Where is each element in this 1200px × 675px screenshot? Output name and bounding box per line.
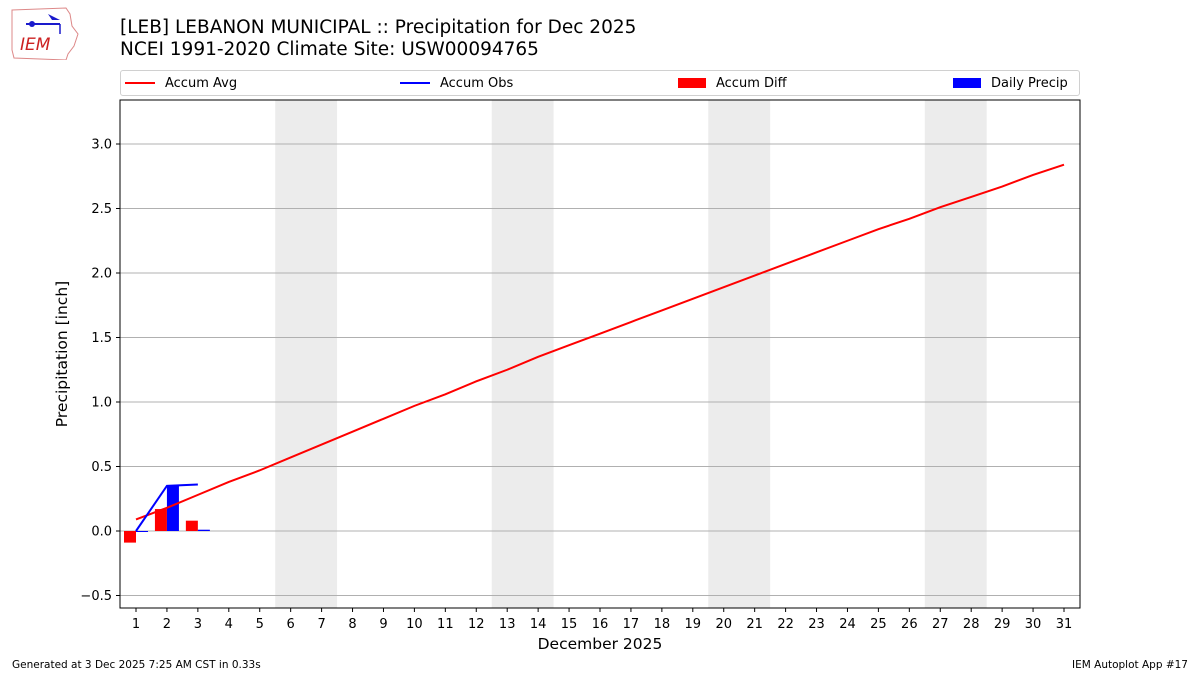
x-tick-label: 14 — [530, 617, 547, 632]
y-tick-label: 0.0 — [91, 525, 112, 540]
iem-logo: IEM — [8, 6, 80, 61]
accum-diff-bar — [154, 509, 167, 531]
legend-item-accum-diff: Accum Diff — [678, 71, 787, 95]
daily-precip-bar — [136, 531, 148, 532]
blue-line-swatch-icon — [400, 82, 430, 84]
red-line-swatch-icon — [125, 82, 155, 84]
chart-title: [LEB] LEBANON MUNICIPAL :: Precipitation… — [120, 17, 636, 61]
x-tick-label: 17 — [623, 617, 640, 632]
x-tick-label: 9 — [379, 617, 387, 632]
accum-obs-line — [135, 483, 198, 532]
x-tick-label: 25 — [870, 617, 887, 632]
blue-box-swatch-icon — [953, 78, 981, 88]
y-tick-label: 1.0 — [91, 396, 112, 411]
x-tick-label: 26 — [901, 617, 918, 632]
x-tick-label: 21 — [746, 617, 763, 632]
y-axis-label: Precipitation [inch] — [53, 281, 71, 427]
y-tick-label: 3.0 — [91, 138, 112, 153]
weekend-shade — [924, 100, 987, 608]
x-tick-label: 15 — [561, 617, 578, 632]
x-tick-label: 27 — [932, 617, 949, 632]
x-tick-label: 5 — [256, 617, 264, 632]
x-tick-label: 24 — [839, 617, 856, 632]
legend-item-daily-precip: Daily Precip — [953, 71, 1068, 95]
x-tick-label: 4 — [225, 617, 233, 632]
y-tick-label: 1.5 — [91, 331, 112, 346]
axes-frame — [119, 99, 1081, 609]
y-tick-label: −0.5 — [80, 589, 112, 604]
y-tick-label: 0.5 — [91, 460, 112, 475]
x-tick-label: 8 — [348, 617, 356, 632]
x-tick-label: 11 — [437, 617, 454, 632]
accum-diff-bar — [124, 531, 136, 543]
x-tick-label: 7 — [317, 617, 325, 632]
chart-legend: Accum Avg Accum Obs Accum Diff Daily Pre… — [120, 70, 1080, 96]
x-tick-label: 2 — [163, 617, 171, 632]
red-box-swatch-icon — [678, 78, 706, 88]
x-tick-label: 10 — [406, 617, 423, 632]
x-tick-label: 23 — [808, 617, 825, 632]
title-line-1: [LEB] LEBANON MUNICIPAL :: Precipitation… — [120, 17, 637, 38]
x-tick-label: 1 — [132, 617, 140, 632]
accum-diff-bar — [185, 520, 198, 531]
svg-text:IEM: IEM — [20, 35, 51, 55]
x-tick-label: 29 — [994, 617, 1011, 632]
legend-item-accum-obs: Accum Obs — [400, 71, 513, 95]
x-tick-label: 28 — [963, 617, 980, 632]
legend-item-accum-avg: Accum Avg — [125, 71, 237, 95]
x-tick-label: 22 — [777, 617, 794, 632]
x-tick-label: 20 — [715, 617, 732, 632]
x-axis-label: December 2025 — [538, 635, 663, 653]
y-tick-label: 2.5 — [91, 202, 112, 217]
x-tick-label: 18 — [654, 617, 671, 632]
x-tick-label: 6 — [287, 617, 295, 632]
x-tick-label: 13 — [499, 617, 516, 632]
app-label: IEM Autoplot App #17 — [1072, 659, 1188, 671]
daily-precip-bar — [197, 529, 210, 531]
y-tick-label: 2.0 — [91, 267, 112, 282]
x-tick-label: 19 — [685, 617, 702, 632]
x-tick-label: 16 — [592, 617, 609, 632]
weekend-shade — [708, 100, 771, 608]
weekend-shade — [275, 100, 338, 608]
generated-timestamp: Generated at 3 Dec 2025 7:25 AM CST in 0… — [12, 659, 261, 671]
title-line-2: NCEI 1991-2020 Climate Site: USW00094765 — [120, 39, 539, 60]
x-tick-label: 31 — [1056, 617, 1073, 632]
x-tick-label: 30 — [1025, 617, 1042, 632]
x-tick-label: 12 — [468, 617, 485, 632]
x-tick-label: 3 — [194, 617, 202, 632]
daily-precip-bar — [166, 485, 179, 531]
accum-avg-line — [135, 163, 1065, 521]
